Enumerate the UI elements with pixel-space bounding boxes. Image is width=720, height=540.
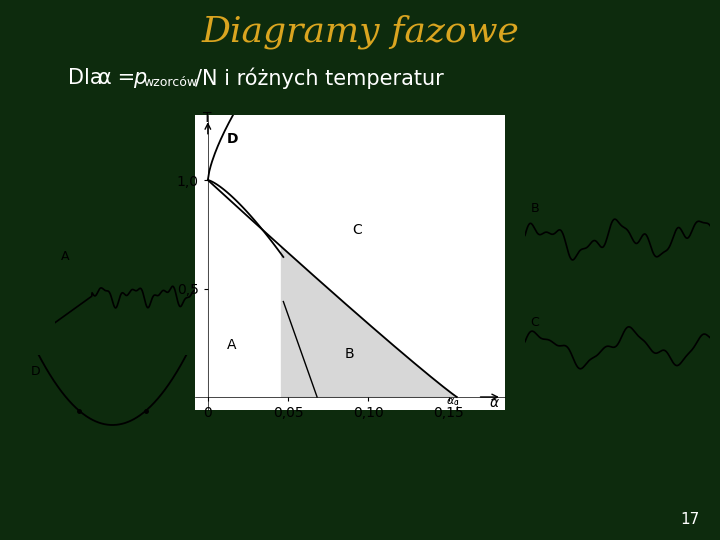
Polygon shape xyxy=(208,180,280,397)
Text: C: C xyxy=(531,316,539,329)
Text: D: D xyxy=(31,365,41,378)
Text: A: A xyxy=(60,249,69,262)
Polygon shape xyxy=(208,180,456,397)
Text: =: = xyxy=(111,68,142,88)
Text: $\alpha_c$: $\alpha_c$ xyxy=(446,396,459,408)
Text: Diagramy fazowe: Diagramy fazowe xyxy=(201,15,519,49)
Text: α: α xyxy=(98,68,112,88)
Text: 17: 17 xyxy=(680,512,700,528)
Text: p: p xyxy=(133,68,146,88)
Text: D: D xyxy=(227,132,238,146)
Text: T: T xyxy=(203,111,212,125)
Text: C: C xyxy=(352,224,362,237)
Text: B: B xyxy=(531,202,539,215)
Text: Dla: Dla xyxy=(68,68,109,88)
Text: wzorców: wzorców xyxy=(143,77,197,90)
Text: B: B xyxy=(344,347,354,361)
Text: /N i różnych temperatur: /N i różnych temperatur xyxy=(195,68,444,89)
Text: A: A xyxy=(227,338,237,352)
Text: $\alpha$: $\alpha$ xyxy=(489,396,500,410)
